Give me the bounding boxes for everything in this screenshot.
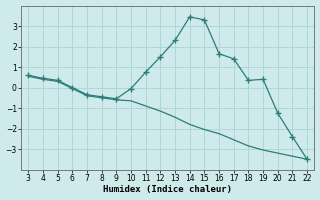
X-axis label: Humidex (Indice chaleur): Humidex (Indice chaleur) — [103, 185, 232, 194]
